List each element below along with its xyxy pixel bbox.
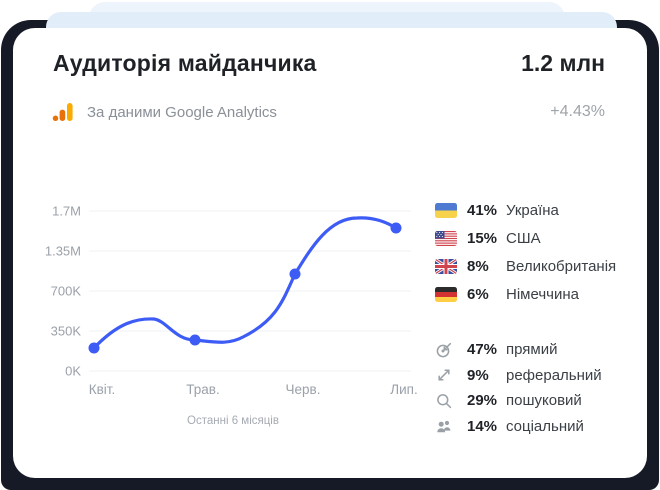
source-percent: 14% — [467, 417, 498, 435]
source-row: 29% пошуковий — [435, 388, 650, 414]
country-list: 41% Україна — [435, 196, 650, 308]
svg-text:Трав.: Трав. — [186, 382, 219, 397]
svg-text:700K: 700K — [51, 284, 82, 299]
source-percent: 29% — [467, 392, 498, 410]
source-name: прямий — [506, 341, 558, 359]
svg-text:1.7M: 1.7M — [52, 204, 81, 219]
source-name: соціальний — [506, 417, 584, 435]
country-percent: 41% — [467, 201, 498, 219]
social-users-icon — [435, 417, 467, 435]
chart-caption: Останні 6 місяців — [187, 415, 279, 427]
card-header: Аудиторія майданчика 1.2 млн — [53, 50, 605, 77]
country-name: Україна — [506, 201, 559, 219]
flag-uk-icon — [435, 258, 467, 274]
svg-text:350K: 350K — [51, 324, 82, 339]
svg-text:1.35M: 1.35M — [45, 244, 81, 259]
country-row: 15% США — [435, 224, 650, 252]
source-row: 47% прямий — [435, 337, 650, 363]
country-percent: 6% — [467, 285, 489, 303]
flag-germany-icon — [435, 286, 467, 302]
source-row: За даними Google Analytics +4.43% — [51, 100, 605, 124]
delta-percent: +4.43% — [550, 103, 605, 120]
google-analytics-icon — [51, 100, 75, 124]
page-title: Аудиторія майданчика — [53, 50, 317, 76]
referral-arrows-icon — [435, 366, 467, 384]
country-row: 8% Великобританія — [435, 252, 650, 280]
target-icon — [435, 341, 467, 359]
source-percent: 47% — [467, 341, 498, 359]
source-name: пошуковий — [506, 392, 582, 410]
audience-line-chart: 0K 350K 700K 1.35M 1.7M Квіт. Трав. Черв. Лип. — [45, 204, 418, 398]
country-name: Великобританія — [506, 257, 617, 275]
country-name: США — [506, 229, 541, 247]
source-row: 14% соціальний — [435, 414, 650, 440]
flag-ukraine-icon — [435, 202, 467, 218]
search-icon — [435, 392, 467, 410]
audience-total-value: 1.2 млн — [521, 50, 605, 76]
source-row: 9% реферальний — [435, 363, 650, 389]
source-name: реферальний — [506, 366, 602, 384]
svg-text:Черв.: Черв. — [286, 382, 321, 397]
source-label: За даними Google Analytics — [87, 103, 277, 121]
country-row: 41% Україна — [435, 196, 650, 224]
flag-usa-icon — [435, 230, 467, 246]
country-name: Німеччина — [506, 285, 579, 303]
analytics-card: Аудиторія майданчика 1.2 млн За даними G… — [13, 28, 647, 478]
source-percent: 9% — [467, 366, 489, 384]
country-row: 6% Німеччина — [435, 280, 650, 308]
country-percent: 15% — [467, 229, 498, 247]
svg-text:Лип.: Лип. — [390, 382, 417, 397]
svg-text:Квіт.: Квіт. — [89, 382, 115, 397]
svg-text:0K: 0K — [65, 364, 81, 379]
traffic-source-list: 47% прямий 9% реферальний 29% п — [435, 337, 650, 439]
country-percent: 8% — [467, 257, 489, 275]
